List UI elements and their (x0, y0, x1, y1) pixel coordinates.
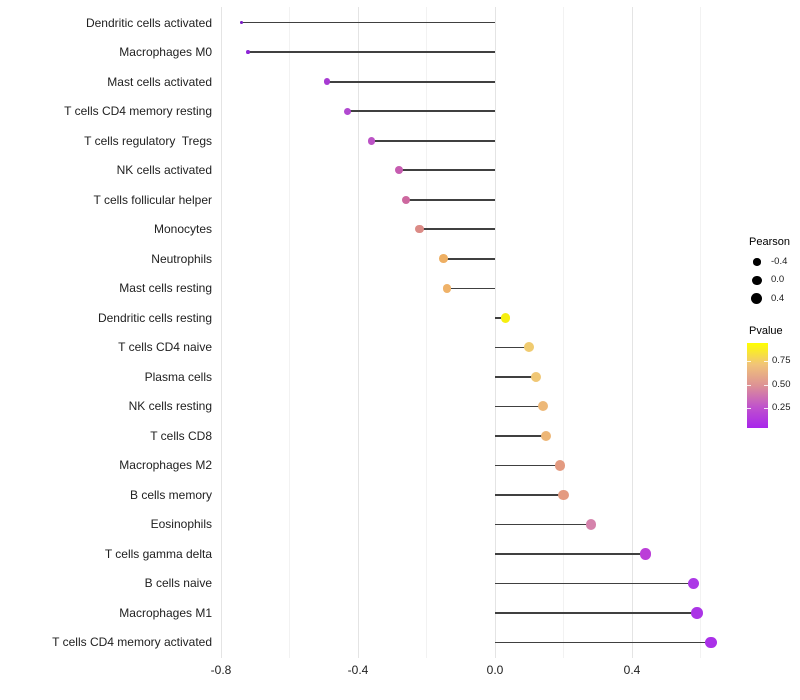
gridline-major (220, 7, 222, 658)
y-axis-label: B cells naive (144, 576, 212, 591)
y-axis-label: Dendritic cells resting (97, 310, 212, 325)
stem (495, 523, 591, 526)
x-axis-tick-label: -0.8 (210, 663, 232, 677)
y-axis-label: T cells gamma delta (104, 546, 212, 561)
colorbar-tick-mark (764, 408, 768, 410)
x-axis-tick-label: 0.0 (486, 663, 504, 677)
data-point (687, 577, 700, 590)
data-point (323, 78, 331, 86)
data-point (395, 166, 404, 175)
stem (327, 80, 495, 83)
colorbar-tick-mark (764, 384, 768, 386)
stem (371, 139, 495, 142)
data-point (367, 136, 376, 145)
y-axis-label: Macrophages M2 (119, 458, 212, 473)
data-point (640, 548, 652, 560)
y-axis-label: Mast cells resting (119, 281, 212, 296)
stem (495, 346, 530, 349)
data-point (500, 313, 511, 323)
data-point (246, 50, 251, 55)
size-legend-key-label: -0.4 (771, 256, 788, 267)
size-legend-key-dot (753, 258, 761, 266)
y-axis-label: Mast cells activated (107, 74, 212, 89)
data-point (439, 254, 448, 264)
gridline-minor (289, 7, 290, 658)
size-legend-key-dot (751, 293, 763, 305)
data-point (585, 519, 597, 530)
gridline-major (631, 7, 633, 658)
data-point (401, 195, 410, 204)
gridline-major (357, 7, 359, 658)
y-axis-label: B cells memory (129, 487, 212, 502)
stem (347, 110, 495, 113)
stem (495, 464, 561, 467)
color-legend-title: Pvalue (749, 325, 783, 337)
y-axis-label: T cells CD4 memory activated (52, 635, 212, 650)
gridline-major (494, 7, 496, 658)
gridline-minor (563, 7, 564, 658)
stem (495, 582, 694, 585)
stem (399, 169, 495, 172)
stem (443, 258, 495, 260)
y-axis-label: Macrophages M0 (119, 45, 212, 60)
y-axis-label: T cells regulatory Tregs (84, 133, 212, 148)
stem (447, 287, 495, 290)
data-point (704, 636, 717, 649)
data-point (240, 21, 243, 25)
data-point (537, 401, 548, 412)
y-axis-label: T cells follicular helper (93, 192, 213, 207)
colorbar-tick-mark (747, 408, 751, 410)
stem (405, 198, 495, 201)
colorbar-tick-label: 0.75 (772, 354, 791, 366)
size-legend-key-dot (752, 275, 762, 286)
y-axis-label: Monocytes (153, 222, 212, 237)
stem (495, 641, 711, 644)
colorbar-tick-label: 0.25 (772, 402, 791, 414)
stem (248, 51, 495, 53)
y-axis-label: Eosinophils (150, 517, 212, 532)
y-axis-label: Plasma cells (144, 369, 212, 384)
data-point (415, 225, 424, 234)
size-legend-title: Pearson (749, 236, 790, 248)
data-point (531, 371, 542, 382)
stem (495, 553, 646, 555)
gridline-minor (426, 7, 427, 658)
pvalue-colorbar (747, 343, 768, 428)
x-axis-tick-label: -0.4 (347, 663, 369, 677)
data-point (691, 607, 703, 619)
stem (495, 376, 537, 378)
y-axis-label: T cells CD8 (150, 428, 212, 443)
size-legend-key-label: 0.0 (771, 274, 785, 286)
data-point (344, 107, 352, 115)
y-axis-label: T cells CD4 naive (118, 340, 212, 355)
stem (495, 612, 698, 614)
data-point (442, 283, 452, 293)
stem (495, 435, 547, 437)
data-point (541, 430, 552, 441)
colorbar-tick-mark (747, 384, 751, 386)
y-axis-label: NK cells resting (128, 399, 212, 414)
stem (419, 228, 495, 231)
y-axis-label: T cells CD4 memory resting (64, 104, 212, 119)
stem (495, 317, 506, 319)
data-point (558, 489, 569, 501)
size-legend-key-label: 0.4 (771, 292, 785, 304)
data-point (524, 342, 535, 353)
y-axis-label: Macrophages M1 (119, 605, 212, 620)
gridline-minor (700, 7, 701, 658)
colorbar-tick-label: 0.50 (772, 378, 791, 390)
x-axis-tick-label: 0.4 (623, 663, 641, 677)
y-axis-label: Neutrophils (151, 251, 212, 266)
data-point (554, 460, 566, 471)
colorbar-tick-mark (747, 360, 751, 362)
stem (495, 405, 543, 408)
stem (495, 494, 564, 496)
y-axis-label: NK cells activated (116, 163, 212, 178)
y-axis-label: Dendritic cells activated (85, 15, 212, 30)
colorbar-tick-mark (764, 360, 768, 362)
stem (241, 21, 495, 24)
